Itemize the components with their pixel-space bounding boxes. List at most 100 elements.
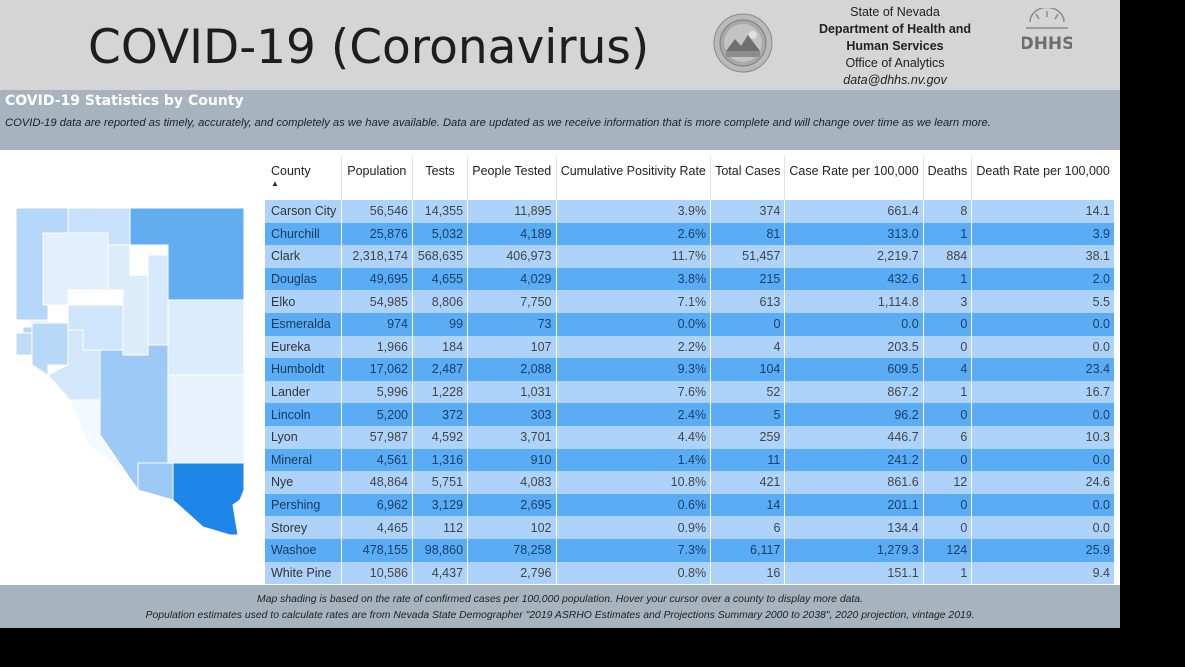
table-row[interactable]: Pershing 6,962 3,129 2,695 0.6% 14 201.1 0 0.0 xyxy=(265,493,1114,517)
cell-county: Pershing xyxy=(265,493,342,517)
cell-death-rate: 3.9 xyxy=(971,222,1114,246)
cell-total-cases: 81 xyxy=(710,222,786,246)
cell-tests: 5,032 xyxy=(412,222,469,246)
column-header-tests[interactable]: Tests xyxy=(412,156,469,200)
cell-deaths: 884 xyxy=(923,245,973,268)
table-row[interactable]: Washoe 478,155 98,860 78,258 7.3% 6,117 1,279.… xyxy=(265,538,1114,562)
dashboard-canvas: COVID-19 (Coronavirus) State of Nevada D… xyxy=(0,0,1120,628)
cell-case-rate: 609.5 xyxy=(784,358,924,381)
map-county-esmeralda[interactable] xyxy=(69,399,127,474)
table-row[interactable]: Lander 5,996 1,228 1,031 7.6% 52 867.2 1 16.7 xyxy=(265,380,1114,404)
cell-deaths: 1 xyxy=(923,222,973,246)
cell-tests: 112 xyxy=(412,516,469,539)
table-row[interactable]: Esmeralda 974 99 73 0.0% 0 0.0 0 0.0 xyxy=(265,312,1114,336)
page-title: COVID-19 (Coronavirus) xyxy=(88,20,650,75)
cell-case-rate: 867.2 xyxy=(784,380,924,404)
cell-county: Mineral xyxy=(265,448,342,472)
cell-total-cases: 6,117 xyxy=(710,538,786,562)
table-row[interactable]: Clark 2,318,174 568,635 406,973 11.7% 51,457 2… xyxy=(265,245,1114,268)
cell-deaths: 12 xyxy=(923,471,973,494)
cell-people-tested: 4,083 xyxy=(467,471,557,494)
cell-population: 4,561 xyxy=(341,448,413,472)
nevada-county-map[interactable] xyxy=(8,205,248,535)
table-row[interactable]: Mineral 4,561 1,316 910 1.4% 11 241.2 0 0.0 xyxy=(265,448,1114,472)
table-row[interactable]: Elko 54,985 8,806 7,750 7.1% 613 1,114.8 3 5.5 xyxy=(265,290,1114,313)
column-header-county[interactable]: County ▲ xyxy=(265,156,342,200)
table-row[interactable]: Douglas 49,695 4,655 4,029 3.8% 215 432.6 1 2.0 xyxy=(265,267,1114,291)
column-header-deaths[interactable]: Deaths xyxy=(923,156,973,200)
cell-positivity-rate: 7.1% xyxy=(556,290,712,313)
map-county-whitepine[interactable] xyxy=(167,299,245,376)
cell-death-rate: 0.0 xyxy=(971,448,1114,472)
sort-ascending-icon[interactable]: ▲ xyxy=(271,179,279,188)
column-header-total-cases[interactable]: Total Cases xyxy=(710,156,786,200)
cell-total-cases: 14 xyxy=(710,493,786,517)
cell-county: Clark xyxy=(265,245,342,268)
agency-department-cont: Human Services xyxy=(846,39,944,53)
map-county-nye-south[interactable] xyxy=(137,462,174,501)
table-row[interactable]: Churchill 25,876 5,032 4,189 2.6% 81 313.0 1 3.9 xyxy=(265,222,1114,246)
cell-death-rate: 0.0 xyxy=(971,335,1114,359)
cell-people-tested: 78,258 xyxy=(467,538,557,562)
county-statistics-table: County ▲ Population Tests People Tested C… xyxy=(265,156,1114,585)
map-county-douglas[interactable] xyxy=(15,332,33,356)
column-header-population[interactable]: Population xyxy=(341,156,413,200)
cell-case-rate: 446.7 xyxy=(784,425,924,449)
cell-positivity-rate: 0.9% xyxy=(556,516,712,539)
column-label-county: County xyxy=(271,164,311,178)
cell-population: 57,987 xyxy=(341,425,413,449)
cell-positivity-rate: 3.8% xyxy=(556,267,712,291)
cell-population: 17,062 xyxy=(341,358,413,381)
map-county-eureka[interactable] xyxy=(147,254,169,346)
column-header-positivity-rate[interactable]: Cumulative Positivity Rate xyxy=(556,156,712,200)
table-row[interactable]: Carson City 56,546 14,355 11,895 3.9% 374 661.… xyxy=(265,200,1114,223)
cell-county: Lyon xyxy=(265,425,342,449)
table-row[interactable]: Eureka 1,966 184 107 2.2% 4 203.5 0 0.0 xyxy=(265,335,1114,359)
cell-population: 10,586 xyxy=(341,561,413,585)
table-row[interactable]: Humboldt 17,062 2,487 2,088 9.3% 104 609.5 4 23.… xyxy=(265,358,1114,381)
cell-positivity-rate: 0.6% xyxy=(556,493,712,517)
map-county-clark[interactable] xyxy=(172,462,245,535)
cell-case-rate: 96.2 xyxy=(784,403,924,426)
cell-county: Esmeralda xyxy=(265,312,342,336)
cell-population: 48,864 xyxy=(341,471,413,494)
cell-total-cases: 5 xyxy=(710,403,786,426)
dhhs-logo: DHHS xyxy=(1022,8,1072,54)
cell-case-rate: 1,114.8 xyxy=(784,290,924,313)
data-disclaimer: COVID-19 data are reported as timely, ac… xyxy=(5,117,991,129)
cell-case-rate: 2,219.7 xyxy=(784,245,924,268)
table-row[interactable]: White Pine 10,586 4,437 2,796 0.8% 16 151.1 1 9.… xyxy=(265,561,1114,585)
cell-deaths: 8 xyxy=(923,200,973,223)
cell-positivity-rate: 10.8% xyxy=(556,471,712,494)
table-row[interactable]: Storey 4,465 112 102 0.9% 6 134.4 0 0.0 xyxy=(265,516,1114,539)
cell-people-tested: 102 xyxy=(467,516,557,539)
cell-death-rate: 16.7 xyxy=(971,380,1114,404)
cell-tests: 2,487 xyxy=(412,358,469,381)
cell-people-tested: 910 xyxy=(467,448,557,472)
cell-county: White Pine xyxy=(265,561,342,585)
cell-case-rate: 203.5 xyxy=(784,335,924,359)
agency-department: Department of Health and xyxy=(818,22,972,36)
cell-population: 5,200 xyxy=(341,403,413,426)
footer-map-note: Map shading is based on the rate of conf… xyxy=(257,594,863,605)
cell-people-tested: 2,695 xyxy=(467,493,557,517)
map-county-lincoln[interactable] xyxy=(167,374,245,464)
table-row[interactable]: Lyon 57,987 4,592 3,701 4.4% 259 446.7 6 10.3 xyxy=(265,425,1114,449)
cell-case-rate: 313.0 xyxy=(784,222,924,246)
agency-email[interactable]: data@dhhs.nv.gov xyxy=(843,73,947,87)
cell-total-cases: 374 xyxy=(710,200,786,223)
table-row[interactable]: Nye 48,864 5,751 4,083 10.8% 421 861.6 12 24.6 xyxy=(265,471,1114,494)
cell-people-tested: 1,031 xyxy=(467,380,557,404)
column-header-death-rate[interactable]: Death Rate per 100,000 xyxy=(976,164,1110,178)
column-header-case-rate[interactable]: Case Rate per 100,000 xyxy=(784,156,924,200)
cell-tests: 1,316 xyxy=(412,448,469,472)
cell-positivity-rate: 9.3% xyxy=(556,358,712,381)
cell-positivity-rate: 11.7% xyxy=(556,245,712,268)
column-header-people-tested[interactable]: People Tested xyxy=(467,156,557,200)
cell-population: 49,695 xyxy=(341,267,413,291)
cell-positivity-rate: 7.6% xyxy=(556,380,712,404)
table-row[interactable]: Lincoln 5,200 372 303 2.4% 5 96.2 0 0.0 xyxy=(265,403,1114,426)
map-county-pershing[interactable] xyxy=(42,232,109,306)
map-county-lyon[interactable] xyxy=(31,322,69,376)
cell-deaths: 1 xyxy=(923,267,973,291)
